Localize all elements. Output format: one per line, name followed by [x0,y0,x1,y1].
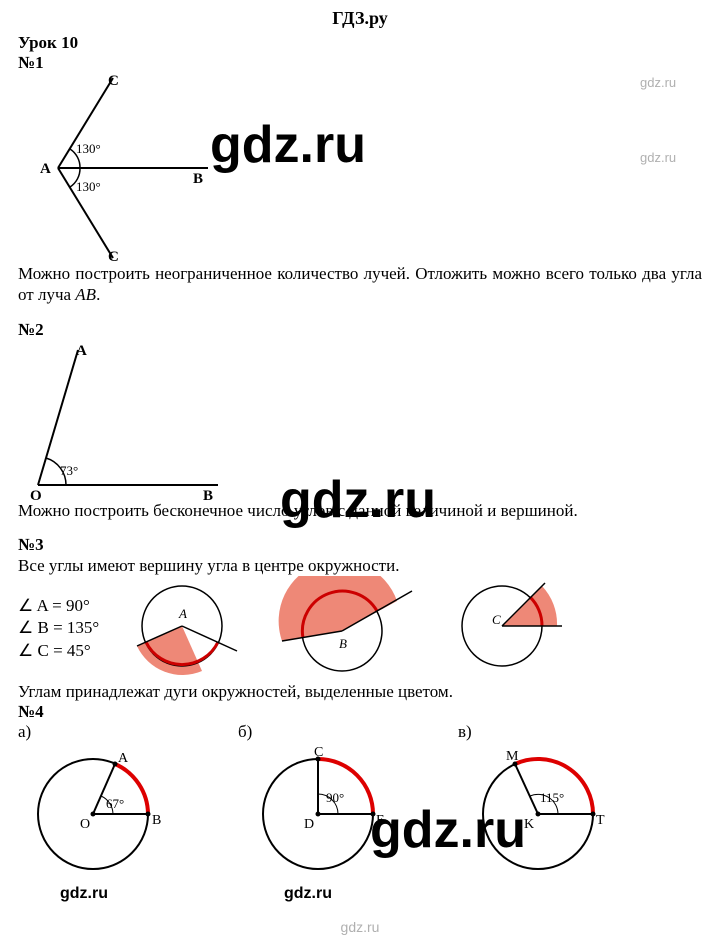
p1-text-ab: AB [75,285,96,304]
svg-text:90°: 90° [326,790,344,805]
svg-text:T: T [596,813,605,828]
lesson-title: Урок 10 [18,33,702,53]
page: ГДЗ.ру Урок 10 №1 C C A B 130° 130° Можн [0,0,720,941]
svg-text:130°: 130° [76,179,101,194]
svg-text:D: D [304,817,314,832]
p4-circle-a: O A B 67° [18,744,188,874]
p3-angB: ∠ B = 135° [18,617,99,639]
p3-text2: Углам принадлежат дуги окружностей, выде… [18,681,702,702]
svg-text:B: B [152,813,161,828]
p2-text: Можно построить бесконечное число углов … [18,500,702,521]
p4-label-b: б) [238,722,438,742]
footer-watermark: gdz.ru [0,919,720,935]
svg-text:O: O [80,817,90,832]
svg-text:67°: 67° [106,796,124,811]
p1-text: Можно построить неограниченное количеств… [18,263,702,306]
p4-num: №4 [18,702,702,722]
p4-col-b: б) D C E 90° [238,722,438,874]
p1-text-part1: Можно построить неограниченное количеств… [18,264,702,304]
p1-diagram: C C A B 130° 130° [18,73,238,263]
p3-circle-b: B [257,576,427,681]
svg-text:B: B [339,636,347,651]
svg-text:73°: 73° [60,463,78,478]
svg-text:115°: 115° [540,790,564,805]
svg-text:B: B [203,488,213,500]
watermark-small-3: gdz.ru [60,885,108,903]
p3-angA: ∠ A = 90° [18,595,99,617]
p4-col-c: в) K M T 115° [458,722,658,874]
p4-label-a: а) [18,722,218,742]
p2-num: №2 [18,320,702,340]
svg-text:A: A [76,343,87,359]
p2-diagram: A O B 73° [18,340,238,500]
p3-angC: ∠ C = 45° [18,640,99,662]
site-header: ГДЗ.ру [0,0,720,29]
p3-text1: Все углы имеют вершину угла в центре окр… [18,555,702,576]
p4-label-c: в) [458,722,658,742]
svg-text:E: E [376,813,385,828]
svg-text:O: O [30,488,42,500]
p3-circle-a: A [107,576,257,681]
watermark-small-4: gdz.ru [284,885,332,903]
svg-text:A: A [178,606,187,621]
svg-text:K: K [524,817,534,832]
svg-text:B: B [193,171,203,187]
svg-text:M: M [506,749,519,764]
p4-row: а) O A B 67° [18,722,658,874]
svg-text:C: C [108,249,119,263]
svg-text:A: A [118,751,129,766]
p3-row: ∠ A = 90° ∠ B = 135° ∠ C = 45° A B [18,576,702,681]
p3-circle-c: C [427,576,577,681]
p4-circle-c: K M T 115° [458,744,628,874]
svg-text:C: C [314,745,323,760]
p1-text-dot: . [96,285,100,304]
svg-text:C: C [492,612,501,627]
p1-num: №1 [18,53,702,73]
p4-col-a: а) O A B 67° [18,722,218,874]
p3-num: №3 [18,535,702,555]
p4-circle-b: D C E 90° [238,744,408,874]
svg-text:C: C [108,73,119,89]
p3-angles: ∠ A = 90° ∠ B = 135° ∠ C = 45° [18,595,107,661]
content: Урок 10 №1 C C A B 130° 130° Можно постр… [0,29,720,874]
svg-text:A: A [40,161,51,177]
svg-text:130°: 130° [76,141,101,156]
